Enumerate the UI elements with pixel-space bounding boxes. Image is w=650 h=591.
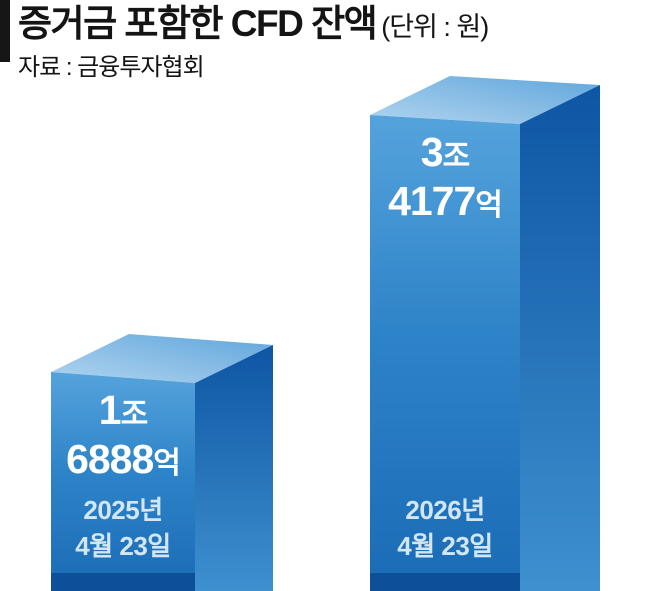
bar-value-label-2026: 3조 4177억 — [370, 130, 520, 228]
value-line-jo: 1조 — [98, 387, 148, 433]
bar-2025-front-face — [51, 372, 195, 591]
source-label: 자료 : 금융투자협회 — [18, 54, 205, 81]
date-day: 4월 23일 — [397, 531, 493, 561]
bar-2026-front-face — [370, 115, 520, 591]
bar-value-label-2025: 1조 6888억 — [51, 388, 195, 486]
date-day: 4월 23일 — [75, 531, 171, 561]
page-title: 증거금 포함한 CFD 잔액 (단위 : 원) — [18, 0, 489, 51]
unit-label: (단위 : 원) — [381, 12, 489, 42]
bar-2026-side-face — [520, 85, 600, 591]
date-year: 2026년 — [405, 495, 485, 525]
value-line-jo: 3조 — [420, 129, 470, 175]
bar-date-label-2025: 2025년 4월 23일 — [51, 492, 195, 564]
bar-2025-base-band — [51, 573, 195, 591]
value-line-eok: 6888억 — [66, 436, 181, 482]
value-line-eok: 4177억 — [388, 178, 503, 224]
bar-date-label-2026: 2026년 4월 23일 — [370, 492, 520, 564]
bar-2026-base-band — [370, 573, 520, 591]
bar-2026-top-face — [370, 76, 600, 124]
bar-2025 — [51, 334, 273, 591]
chart-title: 증거금 포함한 CFD 잔액 — [18, 3, 378, 44]
title-accent-bar — [0, 0, 10, 62]
date-year: 2025년 — [83, 495, 163, 525]
bar-2025-side-face — [195, 345, 273, 591]
chart-header: 증거금 포함한 CFD 잔액 (단위 : 원) 자료 : 금융투자협회 — [18, 0, 489, 83]
bar-2026 — [370, 76, 600, 591]
bar-2025-top-face — [51, 334, 273, 383]
